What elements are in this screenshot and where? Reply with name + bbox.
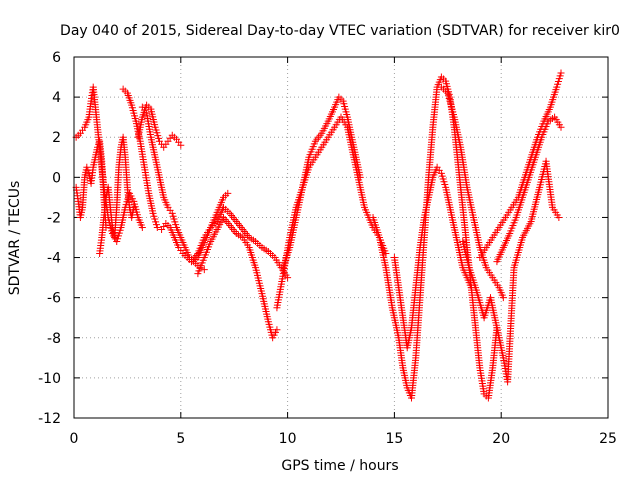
data-point	[83, 163, 91, 171]
y-axis-label: SDTVAR / TECUs	[7, 181, 23, 296]
series-arc-l	[390, 163, 475, 352]
chart-title: Day 040 of 2015, Sidereal Day-to-day VTE…	[60, 23, 620, 39]
data-point	[153, 223, 161, 231]
mark-layer	[72, 69, 565, 402]
y-tick-label: -10	[38, 371, 61, 387]
x-tick-label: 15	[385, 431, 403, 447]
y-tick-label: -8	[47, 331, 61, 347]
series-arc-n	[476, 69, 565, 262]
y-tick-label: 4	[52, 90, 61, 106]
data-point	[555, 213, 563, 221]
x-tick-label: 10	[279, 431, 297, 447]
y-tick-label: 6	[52, 50, 61, 66]
y-tick-label: -2	[47, 210, 61, 226]
data-point	[130, 203, 138, 211]
data-point	[177, 141, 185, 149]
y-tick-label: -4	[47, 251, 61, 267]
x-tick-label: 5	[176, 431, 185, 447]
series-scatter-extra	[459, 157, 563, 386]
series-arc-c	[96, 133, 138, 258]
tick-layer: 0 5 10 15 20 25 -12 -10 -8 -6 -4 -2 0 2 4 6	[38, 50, 617, 447]
data-point	[557, 69, 565, 77]
series-arc-h	[194, 213, 281, 342]
series-arc-e	[134, 101, 185, 151]
series-arc-i	[273, 113, 390, 312]
series-arc-j	[279, 93, 364, 272]
data-point	[557, 123, 565, 131]
data-point	[499, 294, 507, 302]
x-tick-label: 25	[599, 431, 617, 447]
series-arc-f	[138, 103, 232, 266]
x-axis-label: GPS time / hours	[281, 458, 398, 474]
data-point	[138, 223, 146, 231]
data-point	[273, 326, 281, 334]
x-tick-label: 0	[70, 431, 79, 447]
data-point	[284, 274, 292, 282]
series-arc-o	[493, 113, 565, 266]
series-arc-m	[437, 83, 507, 302]
y-tick-label: -6	[47, 291, 61, 307]
grid-layer	[74, 57, 608, 418]
series-arc-d	[119, 85, 208, 274]
y-tick-label: 2	[52, 130, 61, 146]
data-point	[200, 266, 208, 274]
x-tick-label: 20	[492, 431, 510, 447]
data-point	[356, 173, 364, 181]
y-tick-label: 0	[52, 170, 61, 186]
plot-frame	[73, 56, 609, 419]
y-tick-label: -12	[38, 411, 61, 427]
data-point	[224, 189, 232, 197]
